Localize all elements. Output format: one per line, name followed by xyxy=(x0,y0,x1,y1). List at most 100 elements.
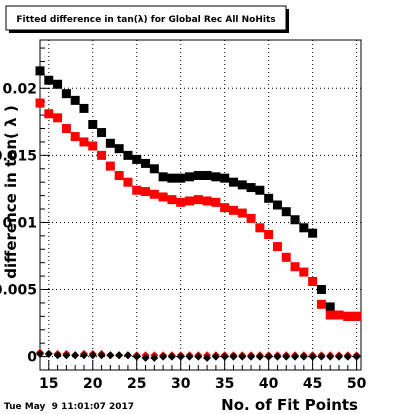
data-point-diamond xyxy=(62,351,71,360)
data-point-square xyxy=(53,113,63,123)
data-point-diamond xyxy=(150,353,159,362)
data-point-square xyxy=(141,187,151,197)
data-point-square xyxy=(158,172,168,182)
y-axis-title: difference in tan( λ ) xyxy=(2,105,20,278)
x-tick-label: 40 xyxy=(259,376,279,392)
data-point-square xyxy=(35,66,45,76)
data-point-diamond xyxy=(167,352,176,361)
data-point-diamond xyxy=(282,352,291,361)
data-point-square xyxy=(290,262,300,272)
data-point-square xyxy=(334,310,344,320)
data-point-diamond xyxy=(229,352,238,361)
data-point-diamond xyxy=(36,349,44,358)
data-point-diamond xyxy=(185,352,194,361)
data-point-diamond xyxy=(273,352,282,361)
data-point-square xyxy=(352,311,362,321)
data-point-diamond xyxy=(308,352,317,361)
x-tick-label: 45 xyxy=(303,376,322,392)
data-point-square xyxy=(105,138,115,148)
data-point-square xyxy=(158,192,168,202)
data-point-square xyxy=(228,205,238,215)
y-tick-label: 0 xyxy=(27,350,37,366)
title-box: Fitted difference in tan(λ) for Global R… xyxy=(5,5,289,33)
data-point-square xyxy=(185,196,195,206)
x-tick-label: 25 xyxy=(127,376,146,392)
data-point-square xyxy=(272,242,282,252)
data-point-diamond xyxy=(326,352,335,361)
data-point-diamond xyxy=(211,352,220,361)
data-point-diamond xyxy=(141,353,150,362)
data-point-square xyxy=(79,103,89,113)
data-point-square xyxy=(70,132,80,142)
data-point-square xyxy=(141,158,151,168)
data-point-square xyxy=(167,173,177,183)
data-point-square xyxy=(132,185,142,195)
data-point-diamond xyxy=(194,352,203,361)
data-point-diamond xyxy=(299,352,308,361)
data-point-diamond xyxy=(264,352,273,361)
data-point-diamond xyxy=(44,349,53,358)
data-point-diamond xyxy=(317,352,326,361)
data-point-square xyxy=(246,183,256,193)
data-point-square xyxy=(149,164,159,174)
data-point-square xyxy=(316,285,326,295)
data-point-square xyxy=(264,230,274,240)
data-point-square xyxy=(264,193,274,203)
title-frame xyxy=(5,5,287,31)
data-point-square xyxy=(44,109,54,119)
plot-border xyxy=(39,39,362,371)
x-tick-label: 20 xyxy=(83,376,103,392)
data-point-diamond xyxy=(352,352,361,361)
data-point-square xyxy=(325,302,335,312)
chart-title: Fitted difference in tan(λ) for Global R… xyxy=(16,15,275,25)
timestamp: Tue May 9 11:01:07 2017 xyxy=(4,402,134,412)
data-point-diamond xyxy=(176,352,185,361)
data-point-square xyxy=(220,173,230,183)
data-point-square xyxy=(228,177,238,187)
data-point-square xyxy=(88,141,98,151)
data-point-square xyxy=(246,213,256,223)
data-point-diamond xyxy=(71,351,80,360)
data-point-square xyxy=(237,208,247,218)
data-point-square xyxy=(61,89,71,99)
data-point-diamond xyxy=(255,352,264,361)
data-point-diamond xyxy=(203,353,212,362)
x-axis-title: No. of Fit Points xyxy=(221,396,358,414)
data-point-square xyxy=(114,144,124,154)
data-point-square xyxy=(105,161,115,171)
data-point-diamond xyxy=(88,351,97,360)
data-point-square xyxy=(53,79,63,89)
plot-frame xyxy=(39,39,362,371)
y-tick-label: 0.015 xyxy=(0,148,37,164)
data-point-diamond xyxy=(106,351,115,360)
x-tick-label: 15 xyxy=(39,376,58,392)
data-point-diamond xyxy=(115,351,124,360)
data-point-diamond xyxy=(247,352,256,361)
data-point-square xyxy=(35,98,45,108)
data-point-square xyxy=(176,197,186,207)
data-point-square xyxy=(70,95,80,105)
data-point-square xyxy=(167,195,177,205)
data-point-square xyxy=(202,170,212,180)
data-point-square xyxy=(290,215,300,225)
data-point-square xyxy=(97,150,107,160)
data-point-diamond xyxy=(291,352,300,361)
data-point-square xyxy=(176,173,186,183)
data-point-square xyxy=(44,75,54,85)
title-shadow-right xyxy=(286,9,289,33)
data-point-square xyxy=(123,150,133,160)
data-point-square xyxy=(220,203,230,213)
data-point-square xyxy=(211,197,221,207)
data-point-square xyxy=(281,252,291,262)
data-point-square xyxy=(255,185,265,195)
data-point-diamond xyxy=(159,352,168,361)
data-point-square xyxy=(193,170,203,180)
data-point-square xyxy=(237,180,247,190)
data-point-square xyxy=(299,223,309,233)
data-point-square xyxy=(123,177,133,187)
title-shadow-bottom xyxy=(9,30,289,33)
data-point-diamond xyxy=(238,352,247,361)
data-point-diamond xyxy=(343,352,352,361)
axis-ticks xyxy=(39,47,358,371)
data-point-square xyxy=(193,195,203,205)
